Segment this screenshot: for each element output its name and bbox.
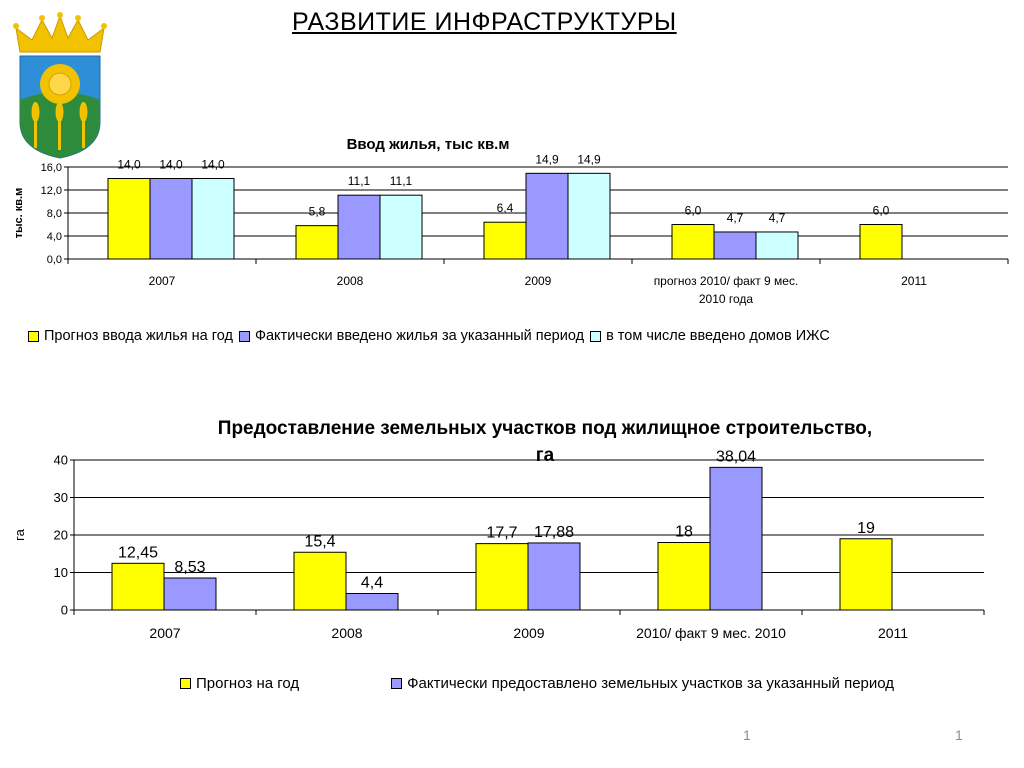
bar <box>295 225 339 260</box>
x-tick-label: 2008 <box>331 625 362 641</box>
bar <box>755 231 799 260</box>
y-tick-label: 40 <box>54 453 68 468</box>
y-tick-label: 10 <box>54 565 68 580</box>
bar <box>191 178 235 260</box>
legend-swatch <box>28 330 39 342</box>
land-chart: Предоставление земельных участков под жи… <box>12 418 985 641</box>
y-tick-label: 12,0 <box>41 185 62 197</box>
legend-item-actual: Фактически предоставлено земельных участ… <box>391 675 894 692</box>
data-label: 4,4 <box>361 575 383 592</box>
housing-chart: Ввод жилья, тыс кв.м 0,0 4,0 8,0 12,0 16,0 тыс… <box>13 136 1009 306</box>
bar <box>527 542 581 611</box>
wheat-icon <box>31 102 88 150</box>
data-label: 6,0 <box>685 204 702 218</box>
legend-swatch <box>238 330 250 342</box>
x-tick-label: 2007 <box>149 274 176 288</box>
data-label: 6,0 <box>873 204 890 218</box>
legend-item-forecast: Прогноз на год <box>180 675 299 692</box>
legend-label: Фактически введено жилья за указанный пе… <box>254 328 585 344</box>
bar <box>839 538 893 611</box>
bar <box>345 593 399 611</box>
crown-icon <box>15 14 105 53</box>
bar <box>709 466 763 611</box>
sun-icon <box>40 64 80 104</box>
slide-number: 1 <box>743 727 751 743</box>
land-chart-legend: Прогноз на год Фактически предоставлено … <box>180 675 986 692</box>
housing-chart-legend: Прогноз ввода жилья на год Фактически вв… <box>28 328 836 344</box>
bar <box>657 542 711 611</box>
bar <box>163 577 217 611</box>
bar <box>475 543 529 611</box>
x-tick-label: 2011 <box>878 625 908 641</box>
data-label: 17,7 <box>486 525 517 542</box>
bar <box>293 551 347 611</box>
bar <box>859 224 903 260</box>
y-tick-label: 0 <box>61 603 68 618</box>
bar <box>713 231 757 260</box>
legend-label: Прогноз на год <box>196 675 300 692</box>
legend-item-izhs: в том числе введено домов ИЖС <box>590 328 830 344</box>
bar <box>483 221 527 260</box>
data-label: 11,1 <box>390 174 413 188</box>
bar <box>149 178 193 260</box>
data-label: 14,9 <box>577 152 601 166</box>
data-label: 14,0 <box>201 158 225 172</box>
data-label: 4,7 <box>727 211 744 225</box>
chart-title: Ввод жилья, тыс кв.м <box>347 136 510 153</box>
chart-title: Предоставление земельных участков под жи… <box>218 418 872 439</box>
x-tick-label: прогноз 2010/ факт 9 мес. <box>654 274 799 288</box>
bar <box>567 172 611 260</box>
page-title: РАЗВИТИЕ ИНФРАСТРУКТУРЫ <box>292 8 677 36</box>
y-tick-label: 4,0 <box>47 231 62 243</box>
data-label: 4,7 <box>769 211 786 225</box>
legend-label: в том числе введено домов ИЖС <box>606 328 830 344</box>
data-label: 14,0 <box>117 158 141 172</box>
x-tick-label: 2011 <box>901 274 927 288</box>
data-label: 11,1 <box>348 174 371 188</box>
data-label: 18 <box>675 524 693 541</box>
x-tick-label: 2007 <box>149 625 180 641</box>
legend-item-forecast: Прогноз ввода жилья на год <box>28 328 233 344</box>
legend-swatch <box>590 330 602 342</box>
legend-label: Фактически предоставлено земельных участ… <box>407 675 895 692</box>
y-tick-label: 0,0 <box>47 254 62 266</box>
y-tick-label: 20 <box>54 528 68 543</box>
bar <box>107 178 151 260</box>
x-tick-label: 2010 года <box>699 292 754 306</box>
y-tick-label: 30 <box>54 490 68 505</box>
data-label: 14,9 <box>535 152 559 166</box>
data-label: 8,53 <box>174 559 205 576</box>
bar <box>337 194 381 260</box>
bar <box>379 194 423 260</box>
y-tick-label: 8,0 <box>47 208 62 220</box>
x-tick-label: 2010/ факт 9 мес. 2010 <box>636 625 786 641</box>
legend-item-actual: Фактически введено жилья за указанный пе… <box>238 328 585 344</box>
data-label: 12,45 <box>118 544 158 561</box>
data-label: 17,88 <box>534 524 574 541</box>
legend-swatch <box>180 678 191 689</box>
data-label: 14,0 <box>159 158 183 172</box>
data-label: 6,4 <box>497 201 514 215</box>
coat-of-arms-logo <box>13 12 107 159</box>
legend-swatch <box>391 678 403 689</box>
x-tick-label: 2009 <box>513 625 544 641</box>
bar <box>671 224 715 260</box>
chart-title: га <box>536 445 555 466</box>
x-tick-label: 2008 <box>337 274 364 288</box>
data-label: 15,4 <box>304 533 335 550</box>
data-label: 5,8 <box>309 205 326 219</box>
bar <box>111 562 165 611</box>
page-number: 1 <box>955 727 963 743</box>
bar <box>525 172 569 260</box>
data-label: 19 <box>857 520 875 537</box>
legend-label: Прогноз ввода жилья на год <box>44 328 233 344</box>
y-axis-label: га <box>12 528 27 540</box>
y-axis-label: тыс. кв.м <box>13 188 25 238</box>
y-tick-label: 16,0 <box>41 162 62 174</box>
data-label: 38,04 <box>716 448 756 465</box>
x-tick-label: 2009 <box>525 274 552 288</box>
